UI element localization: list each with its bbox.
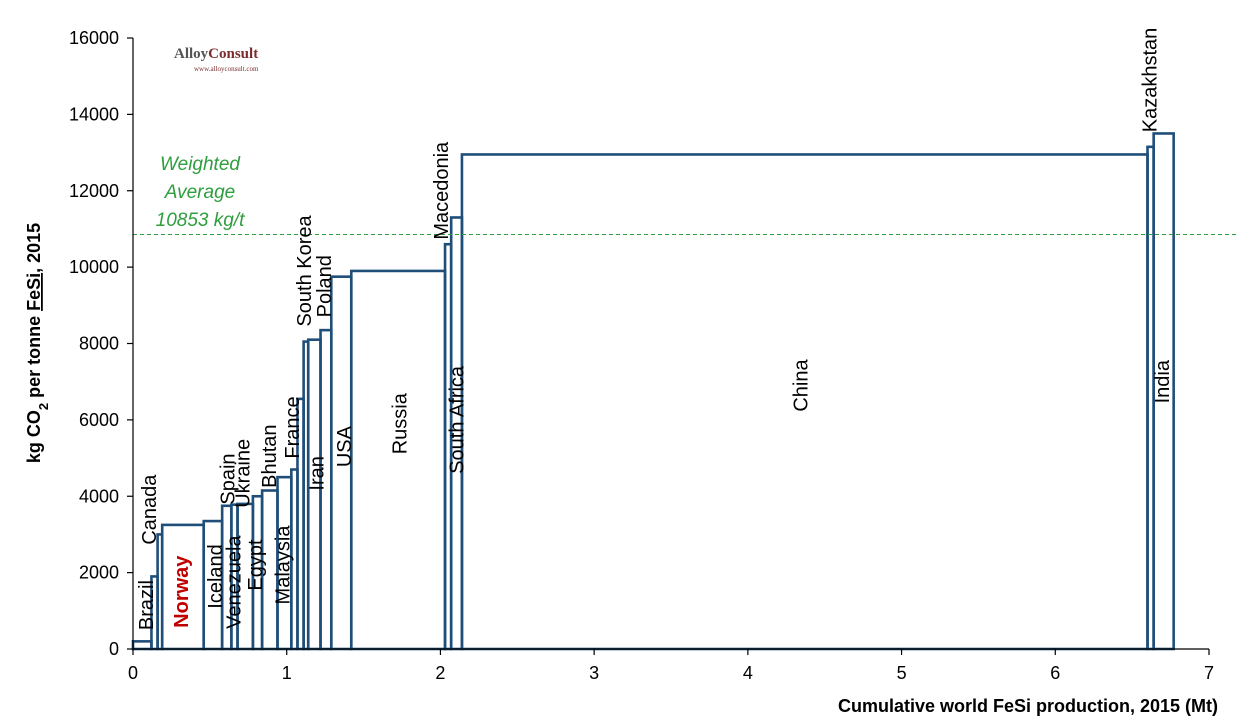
avg-line-3: 10853 kg/t [156, 210, 245, 231]
y-tick-label: 6000 [79, 410, 119, 430]
label-usa: USA [334, 425, 356, 467]
x-tick-label: 1 [282, 663, 292, 683]
x-tick-labels: 0 1 2 3 4 5 6 7 [128, 649, 1214, 683]
avg-line-2: Average [164, 182, 235, 203]
x-tick-label: 5 [897, 663, 907, 683]
y-title-part-1: kg CO [24, 410, 44, 463]
label-canada: Canada [139, 474, 161, 545]
y-title-part-5: , 2015 [24, 223, 44, 273]
avg-line-1: Weighted [160, 154, 241, 175]
y-tick-label: 2000 [79, 563, 119, 583]
bar-south-korea [306, 338, 322, 651]
y-tick-labels: 0 2000 4000 6000 8000 10000 12000 14000 16000 [69, 28, 133, 659]
x-axis-title: Cumulative world FeSi production, 2015 (… [838, 696, 1218, 716]
weighted-average-label: Weighted Average 10853 kg/t [156, 154, 245, 231]
x-tick-label: 4 [743, 663, 753, 683]
x-tick-label: 2 [435, 663, 445, 683]
logo-text-consult: Consult [208, 46, 258, 62]
label-india: India [1152, 359, 1174, 403]
label-ukraine: Ukraine [233, 439, 255, 508]
x-tick-label: 7 [1204, 663, 1214, 683]
label-egypt: Egypt [245, 539, 267, 591]
logo-url: www.alloyconsult.com [194, 65, 259, 73]
y-axis-title: kg CO2 per tonne FeSi, 2015 [24, 223, 51, 463]
y-tick-label: 8000 [79, 334, 119, 354]
label-venezuela: Venezuela [223, 535, 245, 629]
label-kazakhstan: Kazakhstan [1140, 28, 1162, 133]
y-title-part-3: per tonne [24, 311, 44, 403]
y-tick-label: 0 [109, 639, 119, 659]
logo-text: AlloyConsult [174, 46, 258, 62]
y-title-fesi: FeSi [24, 273, 44, 311]
label-russia: Russia [389, 392, 411, 454]
y-tick-label: 12000 [69, 181, 119, 201]
label-malaysia: Malaysia [273, 525, 295, 605]
y-tick-label: 14000 [69, 104, 119, 124]
axes: 0 1 2 3 4 5 6 7 0 2000 4000 6000 8000 10000 12000 1400… [69, 28, 1214, 683]
y-tick-label: 4000 [79, 486, 119, 506]
label-brazil: Brazil [136, 580, 158, 630]
label-south-korea: South Korea [294, 214, 316, 326]
label-poland: Poland [314, 255, 336, 317]
y-title-sub: 2 [36, 403, 51, 410]
y-tick-label: 10000 [69, 257, 119, 277]
label-norway: Norway [171, 555, 193, 628]
label-france: France [282, 396, 304, 458]
label-iran: Iran [306, 456, 328, 490]
x-tick-label: 3 [589, 663, 599, 683]
label-macedonia: Macedonia [431, 141, 453, 240]
label-spain: Spain [217, 453, 239, 504]
x-tick-label: 0 [128, 663, 138, 683]
label-iceland: Iceland [205, 544, 227, 609]
label-south-africa: South Africa [446, 365, 468, 474]
x-tick-label: 6 [1050, 663, 1060, 683]
alloyconsult-logo: AlloyConsult www.alloyconsult.com [174, 46, 259, 73]
bar-brazil [131, 640, 153, 651]
bar-russia [349, 269, 447, 651]
logo-text-alloy: Alloy [174, 46, 209, 62]
label-china: China [791, 359, 813, 412]
y-tick-label: 16000 [69, 28, 119, 48]
label-bhutan: Bhutan [259, 424, 281, 487]
